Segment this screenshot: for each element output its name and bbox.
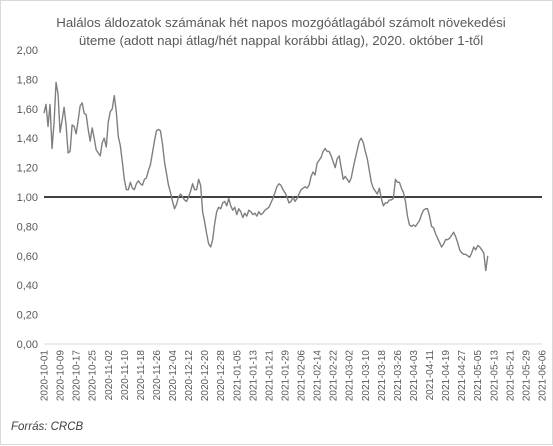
x-tick-label: 2021-04-19 <box>441 350 452 402</box>
chart-title: Halálos áldozatok számának hét napos moz… <box>56 15 506 48</box>
y-tick-label: 0,20 <box>17 310 38 322</box>
x-tick-label: 2020-12-20 <box>200 350 211 402</box>
series-line <box>43 81 489 272</box>
x-tick-label: 2020-10-09 <box>56 350 67 402</box>
x-tick-label: 2021-04-11 <box>425 350 436 401</box>
y-tick-label: 0,60 <box>17 251 38 263</box>
x-tick-label: 2021-06-06 <box>538 350 549 402</box>
x-tick-label: 2021-02-22 <box>329 350 340 402</box>
y-tick-label: 1,20 <box>17 163 38 175</box>
x-tick-label: 2020-10-01 <box>40 350 51 402</box>
x-tick-label: 2020-11-18 <box>136 350 147 401</box>
x-tick-label: 2020-11-10 <box>120 350 131 401</box>
x-tick-label: 2021-03-18 <box>377 350 388 402</box>
x-tick-label: 2020-12-12 <box>184 350 195 402</box>
x-tick-label: 2020-11-26 <box>152 350 163 401</box>
x-tick-label: 2021-01-05 <box>232 350 243 402</box>
x-tick-label: 2021-01-29 <box>280 350 291 402</box>
y-tick-label: 1,60 <box>17 104 38 116</box>
x-tick-label: 2021-05-21 <box>505 350 516 402</box>
x-tick-label: 2020-12-28 <box>216 350 227 402</box>
x-tick-label: 2021-02-06 <box>297 350 308 402</box>
x-tick-label: 2021-04-03 <box>409 350 420 402</box>
y-tick-label: 0,80 <box>17 221 38 233</box>
x-tick-label: 2021-01-13 <box>248 350 259 402</box>
x-tick-label: 2021-05-05 <box>473 350 484 402</box>
x-tick-label: 2021-04-27 <box>457 350 468 402</box>
x-tick-label: 2020-12-04 <box>168 350 179 402</box>
x-tick-label: 2021-03-26 <box>393 350 404 402</box>
x-tick-label: 2021-03-02 <box>345 350 356 402</box>
y-tick-label: 0,40 <box>17 280 38 292</box>
x-tick-label: 2020-10-17 <box>72 350 83 402</box>
x-tick-label: 2021-05-29 <box>521 350 532 402</box>
x-tick-label: 2021-01-21 <box>264 350 275 402</box>
x-tick-label: 2021-03-10 <box>361 350 372 402</box>
x-tick-label: 2021-05-13 <box>489 350 500 402</box>
x-tick-label: 2021-02-14 <box>313 350 324 402</box>
x-tick-label: 2020-11-02 <box>104 350 115 401</box>
y-tick-label: 1,40 <box>17 133 38 145</box>
source-note: Forrás: CRCB <box>11 421 84 433</box>
y-tick-label: 1,80 <box>17 74 38 86</box>
x-tick-label: 2020-10-25 <box>88 350 99 402</box>
y-tick-label: 1,00 <box>17 192 38 204</box>
y-tick-label: 2,00 <box>17 45 38 57</box>
y-tick-label: 0,00 <box>17 339 38 351</box>
